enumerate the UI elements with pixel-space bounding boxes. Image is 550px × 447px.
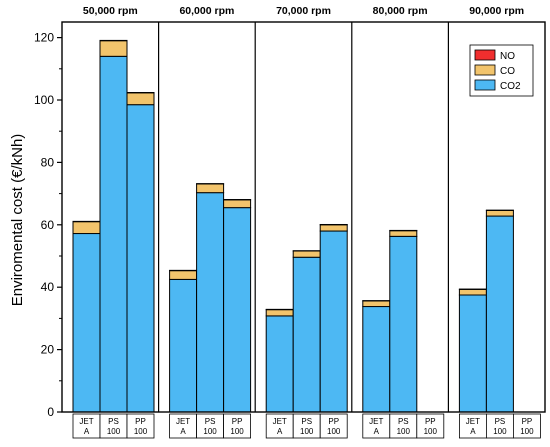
category-label-line2: A [180, 427, 186, 436]
category-label-line1: PS [398, 417, 409, 426]
category-label-line2: 100 [397, 427, 411, 436]
bar-segment-co2 [390, 236, 417, 412]
bar-segment-co [224, 200, 251, 208]
category-label-line1: PS [108, 417, 119, 426]
y-tick-label: 60 [41, 218, 55, 232]
legend-swatch-co2 [475, 80, 495, 90]
category-label-line2: 100 [424, 427, 438, 436]
legend-label-no: NO [500, 51, 515, 62]
bar-segment-co2 [224, 208, 251, 412]
category-label-line1: PP [328, 417, 339, 426]
y-tick-label: 20 [41, 343, 55, 357]
category-label-line2: A [374, 427, 380, 436]
bar-segment-co2 [486, 216, 513, 412]
x-category-labels: JETAPS100PP100JETAPS100PP100JETAPS100PP1… [73, 414, 540, 438]
bar-segment-co [100, 41, 127, 57]
bar-segment-co2 [197, 193, 224, 412]
category-label-line2: 100 [300, 427, 314, 436]
y-tick-label: 40 [41, 280, 55, 294]
category-label-line2: A [470, 427, 476, 436]
bar-segment-co2 [459, 295, 486, 412]
category-label-line1: JET [176, 417, 190, 426]
category-label-line2: A [84, 427, 90, 436]
bar-segment-co2 [100, 56, 127, 412]
bar-segment-co [73, 222, 100, 234]
category-label-line1: PP [425, 417, 436, 426]
bar-segment-co2 [320, 231, 347, 412]
category-label-line1: PS [495, 417, 506, 426]
bar-segment-co [293, 251, 320, 257]
legend: NO CO CO2 [470, 45, 533, 96]
category-label-line1: PP [522, 417, 533, 426]
category-label-line1: PP [232, 417, 243, 426]
panel-title: 80,000 rpm [373, 5, 428, 17]
category-label-line2: A [277, 427, 283, 436]
bar-segment-co2 [363, 307, 390, 412]
bar-segment-co2 [293, 257, 320, 412]
y-tick-label: 80 [41, 155, 55, 169]
category-label-line2: 100 [203, 427, 217, 436]
bar-segment-co [320, 225, 347, 231]
category-label-line1: JET [79, 417, 93, 426]
category-label-line2: 100 [493, 427, 507, 436]
category-label-line1: JET [466, 417, 480, 426]
category-label-line2: 100 [520, 427, 534, 436]
category-label-line1: PS [205, 417, 216, 426]
panel-titles: 50,000 rpm 60,000 rpm 70,000 rpm 80,000 rpm… [83, 5, 524, 17]
bar-segment-co [266, 310, 293, 316]
panel-title: 70,000 rpm [276, 5, 331, 17]
legend-label-co2: CO2 [500, 81, 521, 92]
category-label-line2: 100 [107, 427, 121, 436]
category-label-line2: 100 [327, 427, 341, 436]
bar-segment-co2 [266, 316, 293, 412]
bar-segment-co [363, 301, 390, 307]
category-label-line1: PS [301, 417, 312, 426]
panel-title: 90,000 rpm [469, 5, 524, 17]
category-label-line2: 100 [134, 427, 148, 436]
bar-segment-co2 [127, 105, 154, 412]
panel-title: 50,000 rpm [83, 5, 138, 17]
y-tick-label: 120 [34, 31, 54, 45]
category-label-line1: PP [135, 417, 146, 426]
category-label-line2: 100 [230, 427, 244, 436]
bar-segment-co [390, 231, 417, 237]
bars [73, 40, 513, 412]
bar-segment-co [486, 210, 513, 216]
category-label-line1: JET [369, 417, 383, 426]
y-tick-label: 0 [47, 405, 54, 419]
panel-title: 60,000 rpm [179, 5, 234, 17]
legend-swatch-co [475, 65, 495, 75]
y-axis: 0 20 40 60 80 100 120 [34, 31, 62, 419]
bar-segment-co [459, 289, 486, 295]
bar-segment-co [197, 184, 224, 193]
bar-segment-co [170, 271, 197, 280]
legend-label-co: CO [500, 66, 515, 77]
bar-segment-co [127, 93, 154, 105]
bar-segment-co2 [73, 234, 100, 412]
category-label-line1: JET [273, 417, 287, 426]
legend-swatch-no [475, 50, 495, 60]
y-axis-title: Enviromental cost (€/kNh) [9, 134, 26, 307]
y-tick-label: 100 [34, 93, 54, 107]
bar-segment-co2 [170, 279, 197, 412]
